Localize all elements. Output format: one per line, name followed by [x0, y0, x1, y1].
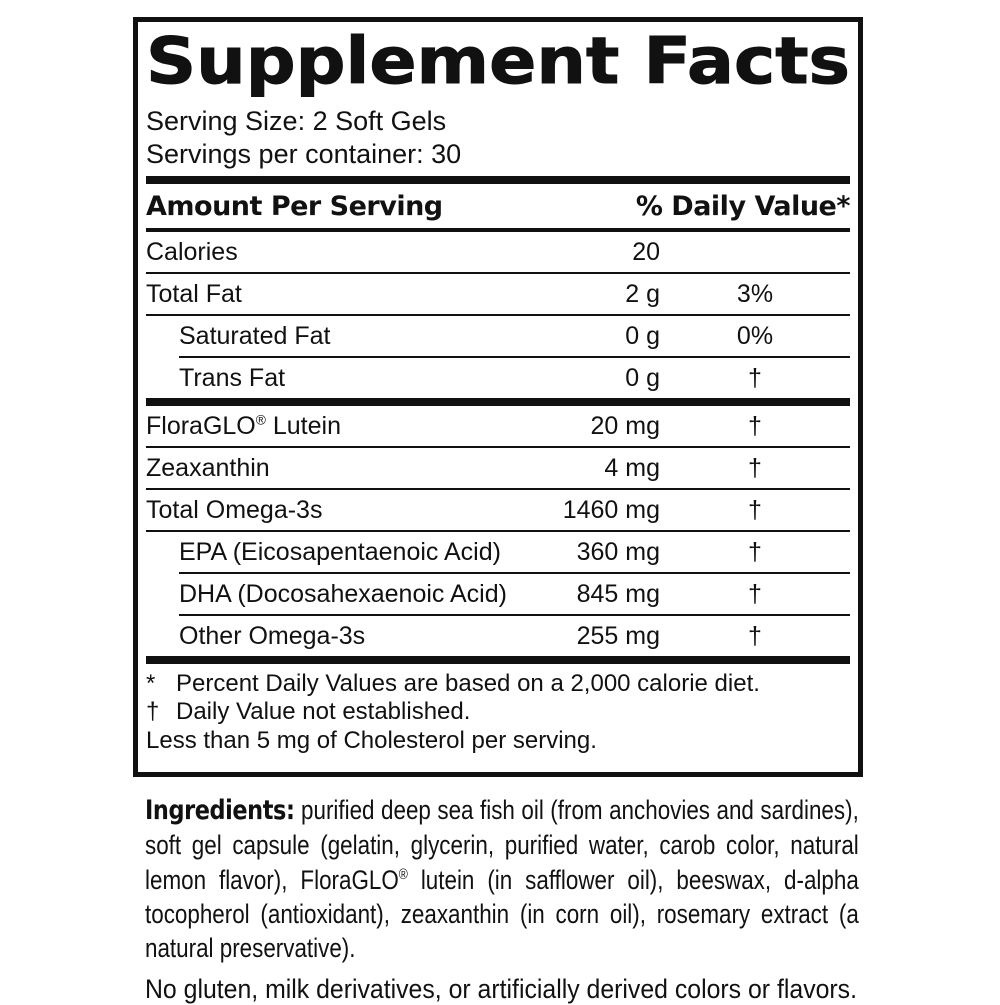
below-panel-text: Ingredients: purified deep sea fish oil … [133, 793, 863, 1005]
divider-hairline-indented [179, 571, 850, 574]
nutrient-amount: 0 g [625, 321, 660, 350]
nutrient-name: Zeaxanthin [146, 453, 270, 482]
amount-per-serving-label: Amount Per Serving [146, 190, 443, 222]
supplement-label: Supplement Facts Serving Size: 2 Soft Ge… [133, 17, 863, 1005]
footnote-text: Daily Value not established. [176, 698, 471, 726]
nutrient-name: DHA (Docosahexaenoic Acid) [179, 579, 507, 608]
divider-thick [146, 397, 850, 406]
divider-hairline [146, 313, 850, 316]
serving-size: Serving Size: 2 Soft Gels [146, 106, 447, 137]
divider-hairline-indented [179, 613, 850, 616]
nutrient-amount: 1460 mg [562, 495, 660, 524]
nutrient-amount: 20 [632, 237, 660, 266]
nutrient-row-zeaxanthin: Zeaxanthin 4 mg † [146, 448, 850, 488]
asterisk-marker: * [146, 669, 156, 697]
nutrient-name: FloraGLO® Lutein [146, 411, 341, 440]
nutrient-row-other-omega3: Other Omega-3s 255 mg † [146, 616, 850, 656]
nutrient-name: Calories [146, 237, 238, 266]
nutrient-dv: 0% [736, 321, 774, 350]
nutrient-amount: 255 mg [576, 621, 660, 650]
footnote-text: Less than 5 mg of Cholesterol per servin… [146, 726, 597, 754]
divider-medium [146, 227, 850, 232]
ingredients-label: Ingredients: [145, 795, 295, 826]
nutrient-dv: † [748, 453, 762, 482]
nutrient-amount: 20 mg [590, 411, 660, 440]
divider-thick [146, 175, 850, 184]
nutrient-amount: 845 mg [576, 579, 660, 608]
nutrient-name: Other Omega-3s [179, 621, 366, 650]
footnote-daily-values: * Percent Daily Values are based on a 2,… [146, 670, 850, 698]
serving-info: Serving Size: 2 Soft Gels Servings per c… [146, 105, 850, 170]
nutrient-dv: † [748, 579, 762, 608]
nutrient-row-trans-fat: Trans Fat 0 g † [146, 358, 850, 398]
divider-hairline [146, 445, 850, 448]
allergen-note: No gluten, milk derivatives, or artifici… [145, 974, 857, 1005]
table-header: Amount Per Serving % Daily Value* [146, 184, 851, 228]
nutrient-name: Total Omega-3s [146, 495, 323, 524]
servings-per-container: Servings per container: 30 [146, 138, 462, 169]
nutrient-row-dha: DHA (Docosahexaenoic Acid) 845 mg † [146, 574, 850, 614]
divider-hairline [146, 271, 850, 274]
nutrient-row-total-omega3: Total Omega-3s 1460 mg † [146, 490, 850, 530]
facts-title: Supplement Facts [145, 25, 850, 99]
nutrient-dv: † [748, 363, 762, 392]
nutrient-dv: † [748, 495, 762, 524]
nutrient-amount: 4 mg [604, 453, 660, 482]
divider-hairline-indented [179, 355, 850, 358]
ingredients-paragraph: Ingredients: purified deep sea fish oil … [145, 793, 859, 965]
nutrient-dv: 3% [736, 279, 774, 308]
nutrient-row-saturated-fat: Saturated Fat 0 g 0% [146, 316, 850, 356]
nutrient-name: EPA (Eicosapentaenoic Acid) [179, 537, 501, 566]
nutrient-row-epa: EPA (Eicosapentaenoic Acid) 360 mg † [146, 532, 850, 572]
nutrient-amount: 0 g [625, 363, 660, 392]
nutrient-name: Saturated Fat [179, 321, 331, 350]
divider-hairline [146, 487, 850, 490]
footnote-cholesterol: Less than 5 mg of Cholesterol per servin… [146, 727, 850, 755]
daily-value-label: % Daily Value* [635, 190, 851, 222]
divider-hairline [146, 529, 850, 532]
divider-thick [146, 655, 850, 664]
dagger-marker: † [146, 698, 160, 726]
supplement-facts-panel: Supplement Facts Serving Size: 2 Soft Ge… [133, 17, 863, 777]
nutrient-row-lutein: FloraGLO® Lutein 20 mg † [146, 406, 850, 446]
nutrient-row-total-fat: Total Fat 2 g 3% [146, 274, 850, 314]
nutrient-name: Trans Fat [179, 363, 286, 392]
nutrient-name: Total Fat [146, 279, 242, 308]
nutrient-amount: 2 g [625, 279, 660, 308]
ingredients-text: purified deep sea fish oil (from anchovi… [145, 795, 859, 964]
nutrient-row-calories: Calories 20 [146, 232, 850, 272]
footnote-dv-not-established: † Daily Value not established. [146, 698, 850, 726]
footnotes: * Percent Daily Values are based on a 2,… [146, 664, 850, 755]
nutrient-amount: 360 mg [576, 537, 660, 566]
nutrient-dv: † [748, 537, 762, 566]
nutrient-dv: † [748, 621, 762, 650]
nutrient-dv: † [748, 411, 762, 440]
footnote-text: Percent Daily Values are based on a 2,00… [176, 669, 760, 697]
